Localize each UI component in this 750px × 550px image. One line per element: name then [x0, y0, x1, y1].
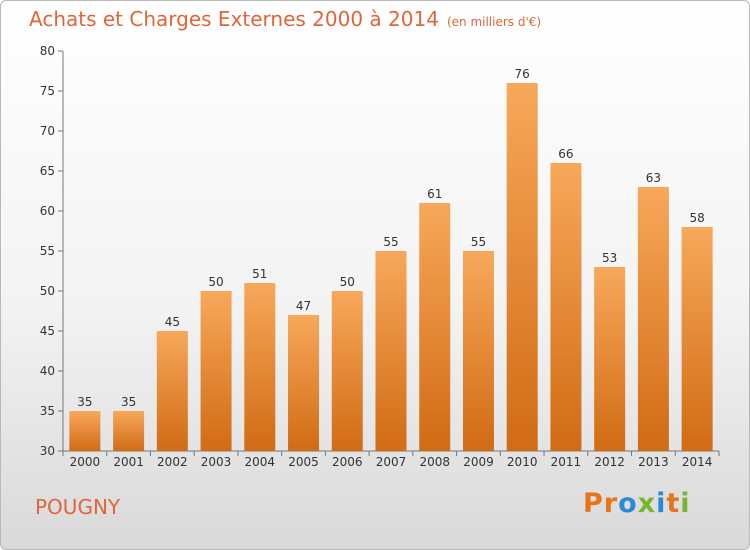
x-tick-label: 2002	[157, 455, 188, 469]
logo-letter: r	[603, 488, 619, 519]
bar	[200, 291, 232, 451]
data-label: 55	[383, 235, 398, 249]
y-tick-label: 80	[40, 44, 55, 58]
bars	[69, 83, 713, 451]
data-label: 35	[121, 395, 136, 409]
data-label: 51	[252, 267, 267, 281]
x-tick-label: 2011	[551, 455, 582, 469]
bar	[288, 315, 320, 451]
data-label: 50	[340, 275, 355, 289]
y-tick-label: 35	[40, 404, 55, 418]
data-label: 61	[427, 187, 442, 201]
bar	[156, 331, 188, 451]
bar	[550, 163, 582, 451]
data-label: 63	[646, 171, 661, 185]
logo-letter: i	[680, 488, 691, 519]
bar	[113, 411, 145, 451]
y-tick-label: 40	[40, 364, 55, 378]
x-tick-label: 2008	[419, 455, 450, 469]
x-tick-label: 2013	[638, 455, 669, 469]
y-tick-label: 55	[40, 244, 55, 258]
x-tick-label: 2012	[594, 455, 625, 469]
axes: 30 35 40 45 50 55 60 65 70 75 80 2000 2001 2002 2003 20…	[40, 44, 720, 469]
bar	[681, 227, 713, 451]
x-tick-label: 2010	[507, 455, 538, 469]
data-label: 53	[602, 251, 617, 265]
place-name: POUGNY	[35, 495, 121, 519]
y-tick-label: 30	[40, 444, 55, 458]
x-tick-label: 2009	[463, 455, 494, 469]
bar	[506, 83, 538, 451]
data-label: 47	[296, 299, 311, 313]
bar	[419, 203, 451, 451]
y-tick-label: 60	[40, 204, 55, 218]
y-tick-label: 65	[40, 164, 55, 178]
x-tick-label: 2006	[332, 455, 363, 469]
logo-letter: i	[656, 488, 667, 519]
data-label: 50	[208, 275, 223, 289]
x-tick-label: 2003	[201, 455, 232, 469]
y-tick-label: 50	[40, 284, 55, 298]
bar	[375, 251, 407, 451]
data-label: 66	[558, 147, 573, 161]
bar	[69, 411, 101, 451]
x-tick-label: 2001	[113, 455, 144, 469]
logo-letter: t	[666, 488, 681, 519]
y-tick-label: 75	[40, 84, 55, 98]
x-tick-label: 2007	[376, 455, 407, 469]
x-tick-label: 2005	[288, 455, 319, 469]
unit-text: (en milliers d'€)	[446, 15, 542, 29]
labels: 35 35 45 50 51 47 50 55 61 55 76 66 53 63 58	[77, 67, 705, 409]
logo-letter: P	[583, 488, 604, 519]
y-tick-label: 45	[40, 324, 55, 338]
x-tick-label: 2004	[245, 455, 276, 469]
data-label: 45	[165, 315, 180, 329]
title-text: Achats et Charges Externes 2000 à 2014	[29, 7, 439, 31]
x-tick-label: 2014	[682, 455, 713, 469]
data-label: 35	[77, 395, 92, 409]
data-label: 55	[471, 235, 486, 249]
proxiti-logo: Proxiti	[583, 488, 691, 519]
y-tick-label: 70	[40, 124, 55, 138]
logo-letter: x	[637, 488, 657, 519]
data-label: 76	[515, 67, 530, 81]
bar	[637, 187, 669, 451]
chart-title: Achats et Charges Externes 2000 à 2014 (e…	[29, 7, 541, 31]
data-label: 58	[689, 211, 704, 225]
x-tick-label: 2000	[70, 455, 101, 469]
bar	[594, 267, 626, 451]
bar	[244, 283, 276, 451]
bar	[331, 291, 363, 451]
logo-letter: o	[618, 488, 638, 519]
bar	[462, 251, 494, 451]
